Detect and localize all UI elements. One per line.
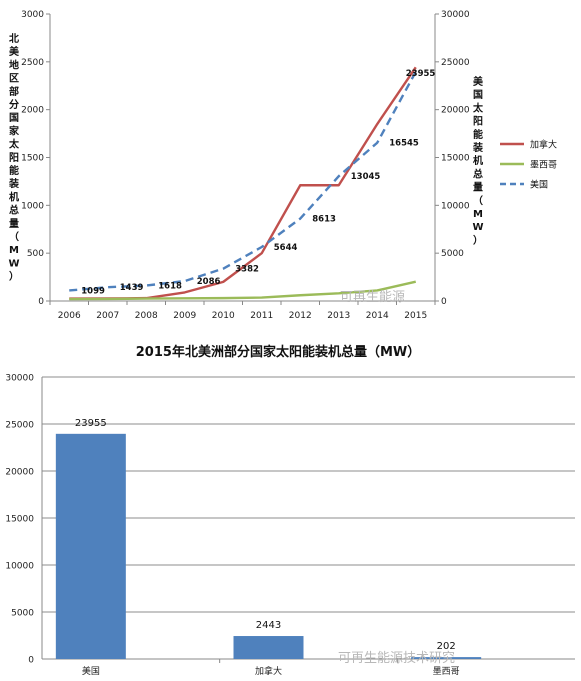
bar-1: [233, 636, 304, 659]
x-tick-label: 墨西哥: [433, 666, 460, 677]
left-axis-title: 北美地区部分国家太阳能装机总量（ M W）: [8, 32, 20, 283]
x-tick-label: 2010: [212, 311, 235, 321]
y-tick-label: 25000: [5, 421, 34, 431]
left-tick-label: 1000: [21, 201, 44, 211]
data-label: 16545: [389, 139, 419, 149]
watermark-text: 可再生能源技术研究: [338, 651, 455, 666]
left-tick-label: 0: [38, 297, 44, 307]
y-tick-label: 30000: [5, 374, 34, 384]
x-tick-label: 2008: [135, 311, 158, 321]
right-tick-label: 30000: [441, 10, 470, 20]
legend-label: 墨西哥: [530, 160, 557, 171]
legend-label: 美国: [530, 179, 548, 191]
data-label: 3382: [235, 265, 259, 275]
x-tick-label: 2007: [96, 311, 119, 321]
legend-label: 加拿大: [530, 139, 557, 151]
x-tick-label: 2006: [58, 311, 81, 321]
left-tick-label: 3000: [21, 10, 44, 20]
bar-chart: 2015年北美洲部分国家太阳能装机总量（MW） 0 5000 10000 15000 20…: [5, 344, 575, 677]
right-tick-label: 20000: [441, 106, 470, 116]
right-tick-label: 10000: [441, 201, 470, 211]
right-tick-label: 15000: [441, 154, 470, 164]
x-tick-label: 加拿大: [255, 665, 282, 677]
data-label: 13045: [351, 172, 381, 182]
left-tick-label: 1500: [21, 154, 44, 164]
data-label: 23955: [406, 69, 436, 79]
y-tick-label: 0: [28, 656, 34, 666]
right-tick-label: 5000: [441, 249, 464, 259]
left-tick-label: 2500: [21, 58, 44, 68]
line-chart: 0500100015002000250030000500010000150002…: [8, 10, 557, 321]
x-tick-label: 2012: [289, 311, 312, 321]
data-label: 1099: [81, 286, 105, 296]
x-tick-label: 2014: [366, 311, 389, 321]
bar-value-label: 2443: [256, 620, 281, 631]
right-tick-label: 25000: [441, 58, 470, 68]
bar-value-label: 23955: [75, 418, 107, 429]
watermark-text: 可再生能源: [340, 290, 405, 305]
data-label: 2086: [197, 277, 221, 287]
x-tick-label: 美国: [82, 665, 100, 677]
right-tick-label: 0: [441, 297, 447, 307]
left-tick-label: 500: [27, 249, 44, 259]
x-tick-label: 2009: [173, 311, 196, 321]
data-label: 5644: [274, 243, 298, 253]
right-axis-title: 美国太阳能装机总量（ M W）: [472, 75, 484, 246]
x-tick-label: 2015: [404, 311, 427, 321]
series-line-2: [69, 71, 417, 292]
y-tick-label: 20000: [5, 468, 34, 478]
bar-0: [55, 433, 126, 659]
bar-value-label: 202: [437, 641, 456, 652]
series-line-1: [69, 280, 417, 301]
x-tick-label: 2013: [327, 311, 350, 321]
y-tick-label: 10000: [5, 562, 34, 572]
y-tick-label: 5000: [11, 609, 34, 619]
data-label: 1618: [158, 282, 182, 292]
x-tick-label: 2011: [250, 311, 273, 321]
data-label: 1439: [120, 283, 144, 293]
chart-title: 2015年北美洲部分国家太阳能装机总量（MW）: [136, 344, 420, 360]
bar-2: [411, 657, 482, 659]
left-tick-label: 2000: [21, 106, 44, 116]
y-tick-label: 15000: [5, 515, 34, 525]
data-label: 8613: [312, 215, 336, 225]
